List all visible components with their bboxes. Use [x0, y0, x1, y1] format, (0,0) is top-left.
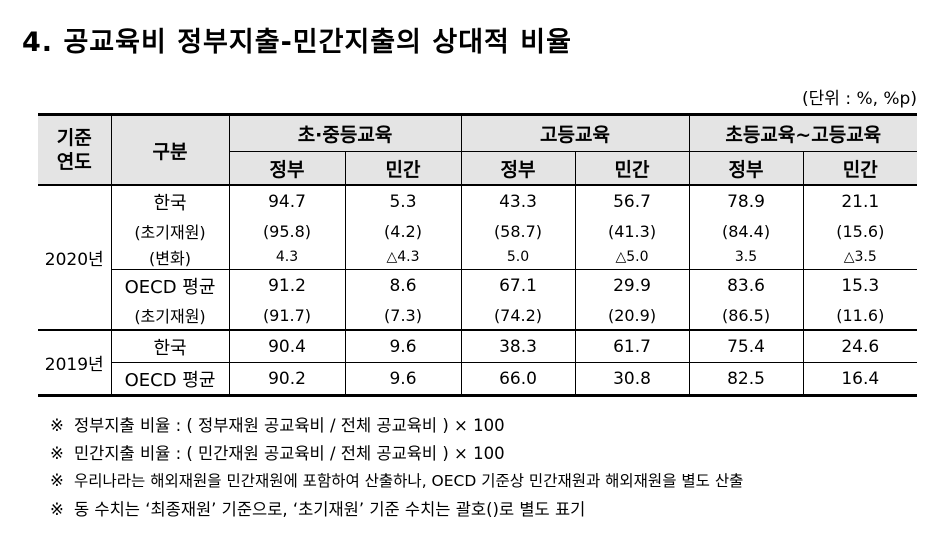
value-cell: (86.5) — [688, 301, 804, 330]
header-category: 구분 — [110, 113, 229, 186]
value-cell: 21.1 — [802, 185, 918, 217]
value-cell: 83.6 — [688, 269, 804, 301]
header-group-total: 초등교육~고등교육 — [688, 113, 918, 152]
value-cell: 16.4 — [802, 362, 918, 397]
value-cell: 5.3 — [344, 185, 461, 217]
value-cell: 82.5 — [688, 362, 804, 397]
header-sub-private: 민간 — [344, 151, 461, 186]
table-row: OECD 평균 91.2 8.6 67.1 29.9 83.6 15.3 — [38, 269, 918, 301]
header-sub-private: 민간 — [802, 151, 918, 186]
note-mark: ※ — [50, 471, 64, 490]
value-cell: 8.6 — [344, 269, 461, 301]
table-row: (초기재원) (95.8) (4.2) (58.7) (41.3) (84.4)… — [38, 217, 918, 245]
header-sub-private: 민간 — [574, 151, 690, 186]
value-cell: 61.7 — [574, 329, 690, 363]
value-cell: 38.3 — [460, 329, 575, 363]
value-cell: 56.7 — [574, 185, 690, 217]
value-cell: (84.4) — [688, 217, 804, 245]
value-cell: 94.7 — [228, 185, 345, 217]
note-mark: ※ — [50, 499, 64, 519]
value-cell: (58.7) — [460, 217, 575, 245]
footnote: ※ 민간지출 비율 : ( 민간재원 공교육비 / 전체 공교육비 ) × 100 — [50, 440, 743, 468]
value-cell: (91.7) — [228, 301, 345, 330]
value-cell: △4.3 — [344, 245, 461, 270]
value-cell: △5.0 — [574, 245, 690, 270]
value-cell: (15.6) — [802, 217, 918, 245]
value-cell: 75.4 — [688, 329, 804, 363]
value-cell: 66.0 — [460, 362, 575, 397]
value-cell: 78.9 — [688, 185, 804, 217]
value-cell: 15.3 — [802, 269, 918, 301]
value-cell: 5.0 — [460, 245, 575, 270]
value-cell: 24.6 — [802, 329, 918, 363]
value-cell: (7.3) — [344, 301, 461, 330]
table-row: 2019년 한국 90.4 9.6 38.3 61.7 75.4 24.6 — [38, 329, 918, 397]
note-mark: ※ — [50, 443, 64, 463]
row-label-oecd: OECD 평균 — [110, 269, 229, 301]
value-cell: 29.9 — [574, 269, 690, 301]
note-mark: ※ — [50, 416, 64, 435]
footnote: ※ 우리나라는 해외재원을 민간재원에 포함하여 산출하나, OECD 기준상 민… — [50, 467, 743, 496]
value-cell: 90.4 — [228, 329, 345, 363]
table-row: 2020년 한국 94.7 5.3 43.3 56.7 78.9 21.1 — [38, 185, 918, 270]
value-cell: 9.6 — [344, 362, 461, 397]
value-cell: 90.2 — [228, 362, 345, 397]
value-cell: 3.5 — [688, 245, 804, 270]
table-row: OECD 평균 90.2 9.6 66.0 30.8 82.5 16.4 — [38, 362, 918, 397]
footnotes: ※ 정부지출 비율 : ( 정부재원 공교육비 / 전체 공교육비 ) × 100… — [50, 412, 743, 523]
value-cell: 67.1 — [460, 269, 575, 301]
value-cell: 9.6 — [344, 329, 461, 363]
header-sub-gov: 정부 — [228, 151, 345, 186]
row-label-initial: (초기재원) — [110, 301, 229, 330]
year-cell-2020: 2020년 — [44, 250, 104, 270]
value-cell: (4.2) — [344, 217, 461, 245]
value-cell: 91.2 — [228, 269, 345, 301]
row-label-initial: (초기재원) — [110, 217, 229, 245]
value-cell: (20.9) — [574, 301, 690, 330]
value-cell: 30.8 — [574, 362, 690, 397]
row-label-change: (변화) — [110, 245, 229, 270]
header-sub-gov: 정부 — [688, 151, 804, 186]
value-cell: (11.6) — [802, 301, 918, 330]
table-row: (초기재원) (91.7) (7.3) (74.2) (20.9) (86.5)… — [38, 301, 918, 330]
header-year: 기준 연도 — [38, 113, 111, 186]
value-cell: (41.3) — [574, 217, 690, 245]
footnote: ※ 정부지출 비율 : ( 정부재원 공교육비 / 전체 공교육비 ) × 100 — [50, 412, 743, 440]
table-row: (변화) 4.3 △4.3 5.0 △5.0 3.5 △3.5 — [38, 245, 918, 270]
row-label-oecd: OECD 평균 — [110, 362, 229, 397]
row-label-korea: 한국 — [110, 329, 229, 363]
header-group-higher: 고등교육 — [460, 113, 690, 152]
header-group-elem-mid: 초·중등교육 — [228, 113, 461, 152]
value-cell: 43.3 — [460, 185, 575, 217]
header-sub-gov: 정부 — [460, 151, 575, 186]
unit-label: (단위 : %, %p) — [802, 89, 917, 109]
page-title: 4. 공교육비 정부지출-민간지출의 상대적 비율 — [22, 27, 572, 58]
value-cell: (74.2) — [460, 301, 575, 330]
footnote: ※ 동 수치는 ‘최종재원’ 기준으로, ‘초기재원’ 기준 수치는 괄호()로 … — [50, 496, 743, 524]
value-cell: 4.3 — [228, 245, 345, 270]
row-label-korea: 한국 — [110, 185, 229, 217]
year-cell-2019: 2019년 — [38, 329, 111, 397]
value-cell: (95.8) — [228, 217, 345, 245]
ratio-table: 기준 연도 구분 초·중등교육 고등교육 초등교육~고등교육 정부 민간 정부 민… — [38, 113, 918, 397]
value-cell: △3.5 — [802, 245, 918, 270]
